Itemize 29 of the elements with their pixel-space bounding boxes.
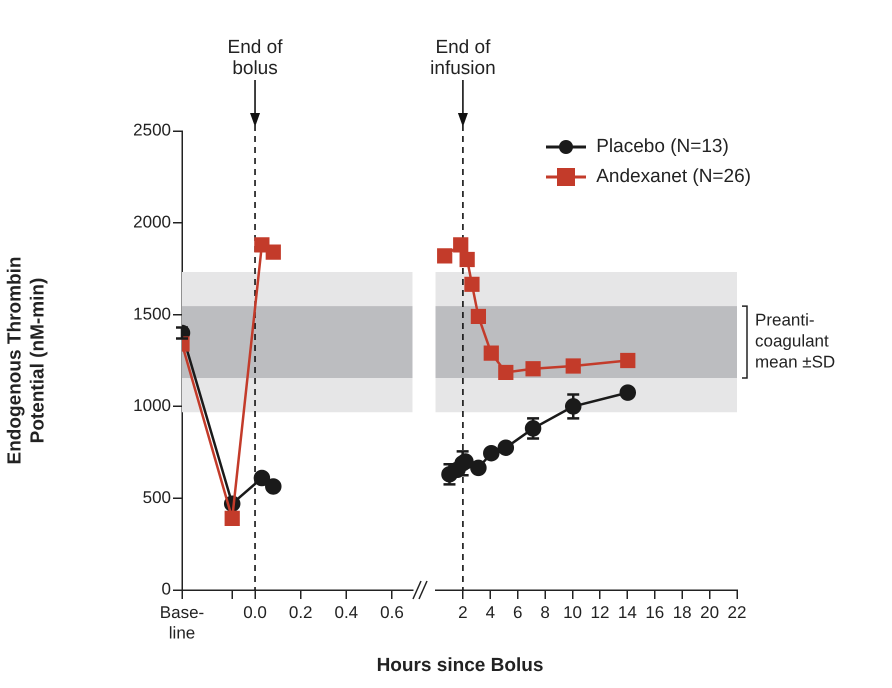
x-tick-label: 22 (728, 602, 746, 622)
x-tick-label: 18 (672, 602, 692, 622)
x-tick-label: 2 (458, 602, 468, 622)
x-tick-label: 14 (618, 602, 637, 622)
y-tick-label: 0 (162, 580, 171, 599)
y-tick-label: 1000 (133, 396, 171, 416)
y-tick-label: 2000 (133, 212, 171, 232)
x-tick-label: Base-line (160, 602, 204, 642)
x-tick-label: 0.6 (380, 602, 404, 622)
x-tick-label: 0.4 (334, 602, 358, 622)
x-tick-label: 4 (486, 602, 496, 622)
y-tick-label: 2500 (133, 120, 171, 140)
x-tick-label: 10 (563, 602, 582, 622)
y-axis-title: Endogenous Thrombin Potential (nM-min) (4, 256, 48, 464)
x-tick-label: 20 (700, 602, 720, 622)
legend-label: Andexanet (N=26) (596, 166, 751, 188)
x-tick-label: 8 (540, 602, 550, 622)
x-tick-label: 6 (512, 602, 522, 622)
x-axis-title: Hours since Bolus (376, 655, 544, 677)
ref-line-label: End of bolus (228, 37, 284, 80)
y-tick-label: 1500 (133, 304, 171, 324)
ref-line-label: End of infusion (430, 37, 496, 80)
x-tick-label: 12 (590, 602, 610, 622)
legend-label: Placebo (N=13) (596, 136, 729, 158)
x-tick-label: 0.0 (243, 602, 267, 622)
band-label: Preanti-coagulant mean ±SD (755, 310, 836, 372)
x-tick-label: 16 (645, 602, 664, 622)
y-tick-label: 500 (142, 488, 171, 507)
x-tick-label: 0.2 (288, 602, 312, 622)
